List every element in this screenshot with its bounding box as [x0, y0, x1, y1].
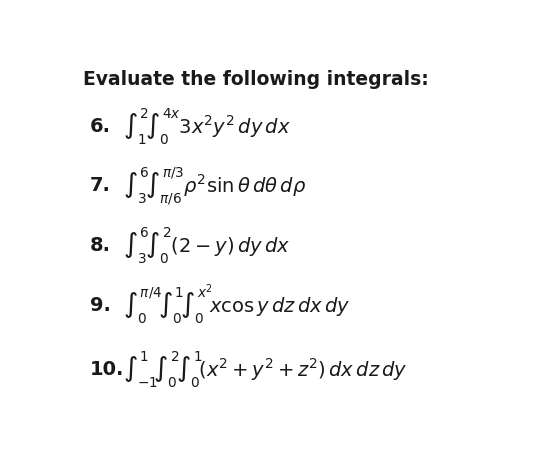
- Text: $\int_3^6\!\int_0^{2}(2-y)\,dy\,dx$: $\int_3^6\!\int_0^{2}(2-y)\,dy\,dx$: [124, 225, 291, 266]
- Text: 8.: 8.: [90, 236, 111, 255]
- Text: 6.: 6.: [90, 117, 111, 136]
- Text: Evaluate the following integrals:: Evaluate the following integrals:: [83, 71, 429, 89]
- Text: $\int_3^6\!\int_{\pi/6}^{\pi/3} \rho^2\sin\theta\,d\theta\,d\rho$: $\int_3^6\!\int_{\pi/6}^{\pi/3} \rho^2\s…: [124, 165, 307, 207]
- Text: 9.: 9.: [90, 296, 111, 314]
- Text: $\int_1^2\!\int_0^{4x} 3x^2y^2\,dy\,dx$: $\int_1^2\!\int_0^{4x} 3x^2y^2\,dy\,dx$: [124, 106, 291, 147]
- Text: 7.: 7.: [90, 177, 111, 196]
- Text: 10.: 10.: [90, 360, 125, 379]
- Text: $\int_0^{\pi/4}\!\int_0^{1}\!\int_0^{x^2}\! x\cos y\,dz\,dx\,dy$: $\int_0^{\pi/4}\!\int_0^{1}\!\int_0^{x^2…: [124, 283, 351, 327]
- Text: $\int_{-1}^{1}\!\int_0^{2}\!\int_0^{1}\!(x^2+y^2+z^2)\,dx\,dz\,dy$: $\int_{-1}^{1}\!\int_0^{2}\!\int_0^{1}\!…: [124, 350, 408, 390]
